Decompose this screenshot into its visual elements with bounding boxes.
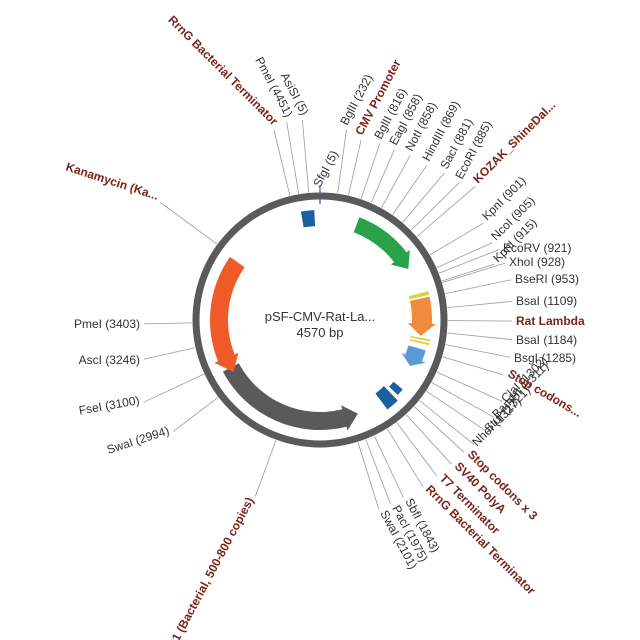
leader-line	[348, 139, 362, 196]
leader-line	[273, 129, 291, 196]
leader-line	[143, 322, 193, 325]
leader-line	[255, 440, 277, 497]
leader-line	[370, 149, 395, 203]
site-label[interactable]: BseRI (953)	[515, 272, 579, 286]
feature-arc[interactable]	[389, 381, 403, 396]
leader-line	[442, 262, 506, 283]
feature-arc[interactable]	[222, 363, 358, 431]
feature-arc[interactable]	[300, 210, 316, 228]
leader-line	[143, 373, 205, 403]
site-label[interactable]: BsaI (1109)	[516, 294, 577, 308]
leader-line	[392, 165, 428, 215]
leader-line	[337, 129, 347, 194]
plasmid-name: pSF-CMV-Rat-La...	[265, 309, 376, 324]
site-label[interactable]: BsgI (1285)	[514, 351, 576, 365]
leader-line	[365, 439, 391, 505]
leader-line	[301, 119, 310, 193]
feature-label[interactable]: Kanamycin (Ka...	[64, 160, 160, 203]
leader-line	[386, 428, 424, 487]
leader-line	[374, 435, 404, 498]
leader-line	[416, 186, 476, 237]
leader-line	[441, 263, 495, 282]
feature-arc[interactable]	[410, 335, 431, 342]
leader-line	[381, 155, 411, 208]
leader-line	[396, 422, 437, 477]
leader-line	[429, 222, 484, 256]
leader-line	[414, 406, 465, 453]
leader-line	[286, 121, 300, 194]
feature-label[interactable]: Rat Lambda	[516, 314, 585, 328]
site-label[interactable]: FseI (3100)	[78, 393, 141, 417]
leader-line	[419, 400, 475, 445]
leader-line	[143, 347, 196, 360]
feature-arc[interactable]	[408, 291, 430, 300]
leader-line	[447, 300, 513, 309]
leader-lines	[143, 119, 513, 510]
leader-line	[360, 143, 381, 199]
leader-line	[357, 442, 380, 510]
feature-arc[interactable]	[407, 296, 436, 336]
leader-line	[410, 182, 460, 231]
leader-line	[402, 172, 445, 223]
feature-arc[interactable]	[401, 345, 426, 366]
leader-line	[405, 414, 452, 465]
site-label[interactable]: XhoI (928)	[509, 255, 565, 269]
leader-line	[436, 371, 503, 402]
leader-line	[445, 344, 511, 358]
leader-line	[447, 332, 513, 340]
site-label[interactable]: PmeI (3403)	[74, 317, 140, 331]
plasmid-size: 4570 bp	[297, 325, 344, 340]
feature-arcs	[210, 210, 436, 431]
feature-label[interactable]: pMB1 (Bacterial, 500-800 copies)	[157, 495, 257, 640]
leader-line	[436, 242, 493, 268]
leader-line	[172, 397, 219, 432]
site-label[interactable]: SfgI (5)	[310, 148, 341, 189]
leader-line	[159, 202, 218, 245]
site-label[interactable]: BsaI (1184)	[516, 333, 577, 347]
leader-line	[442, 356, 504, 376]
site-label[interactable]: EcoRV (921)	[503, 241, 571, 255]
feature-arc[interactable]	[353, 217, 410, 269]
leader-line	[438, 249, 500, 274]
site-label[interactable]: AscI (3246)	[79, 353, 140, 367]
feature-arc[interactable]	[409, 339, 430, 346]
site-label[interactable]: SwaI (2994)	[105, 424, 171, 457]
leader-line	[426, 390, 486, 432]
feature-arc[interactable]	[375, 386, 398, 410]
backbone-ring	[192, 192, 448, 448]
feature-arc[interactable]	[210, 256, 245, 373]
leader-line	[431, 382, 494, 418]
leader-line	[445, 279, 512, 295]
